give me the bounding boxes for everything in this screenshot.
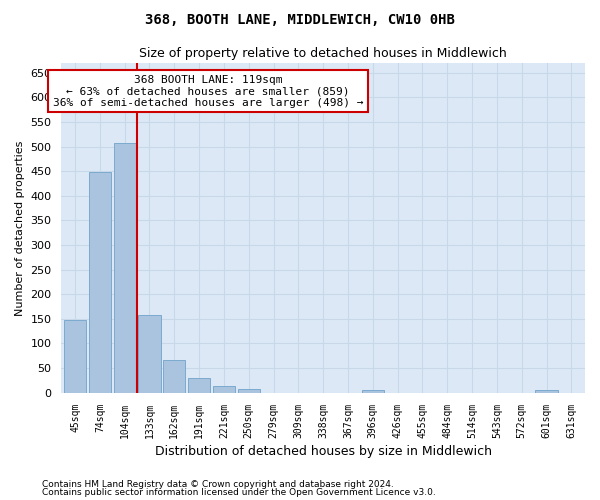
Title: Size of property relative to detached houses in Middlewich: Size of property relative to detached ho… [139, 48, 507, 60]
Bar [535, 390, 558, 392]
Bar [64, 320, 86, 392]
Bar [139, 315, 161, 392]
Bar [213, 386, 235, 392]
Text: Contains public sector information licensed under the Open Government Licence v3: Contains public sector information licen… [42, 488, 436, 497]
Text: 368 BOOTH LANE: 119sqm
← 63% of detached houses are smaller (859)
36% of semi-de: 368 BOOTH LANE: 119sqm ← 63% of detached… [53, 74, 363, 108]
X-axis label: Distribution of detached houses by size in Middlewich: Distribution of detached houses by size … [155, 444, 492, 458]
Bar [238, 388, 260, 392]
Bar [163, 360, 185, 392]
Bar [362, 390, 384, 392]
Bar [113, 143, 136, 392]
Y-axis label: Number of detached properties: Number of detached properties [15, 140, 25, 316]
Bar [89, 172, 111, 392]
Text: 368, BOOTH LANE, MIDDLEWICH, CW10 0HB: 368, BOOTH LANE, MIDDLEWICH, CW10 0HB [145, 12, 455, 26]
Text: Contains HM Land Registry data © Crown copyright and database right 2024.: Contains HM Land Registry data © Crown c… [42, 480, 394, 489]
Bar [188, 378, 210, 392]
